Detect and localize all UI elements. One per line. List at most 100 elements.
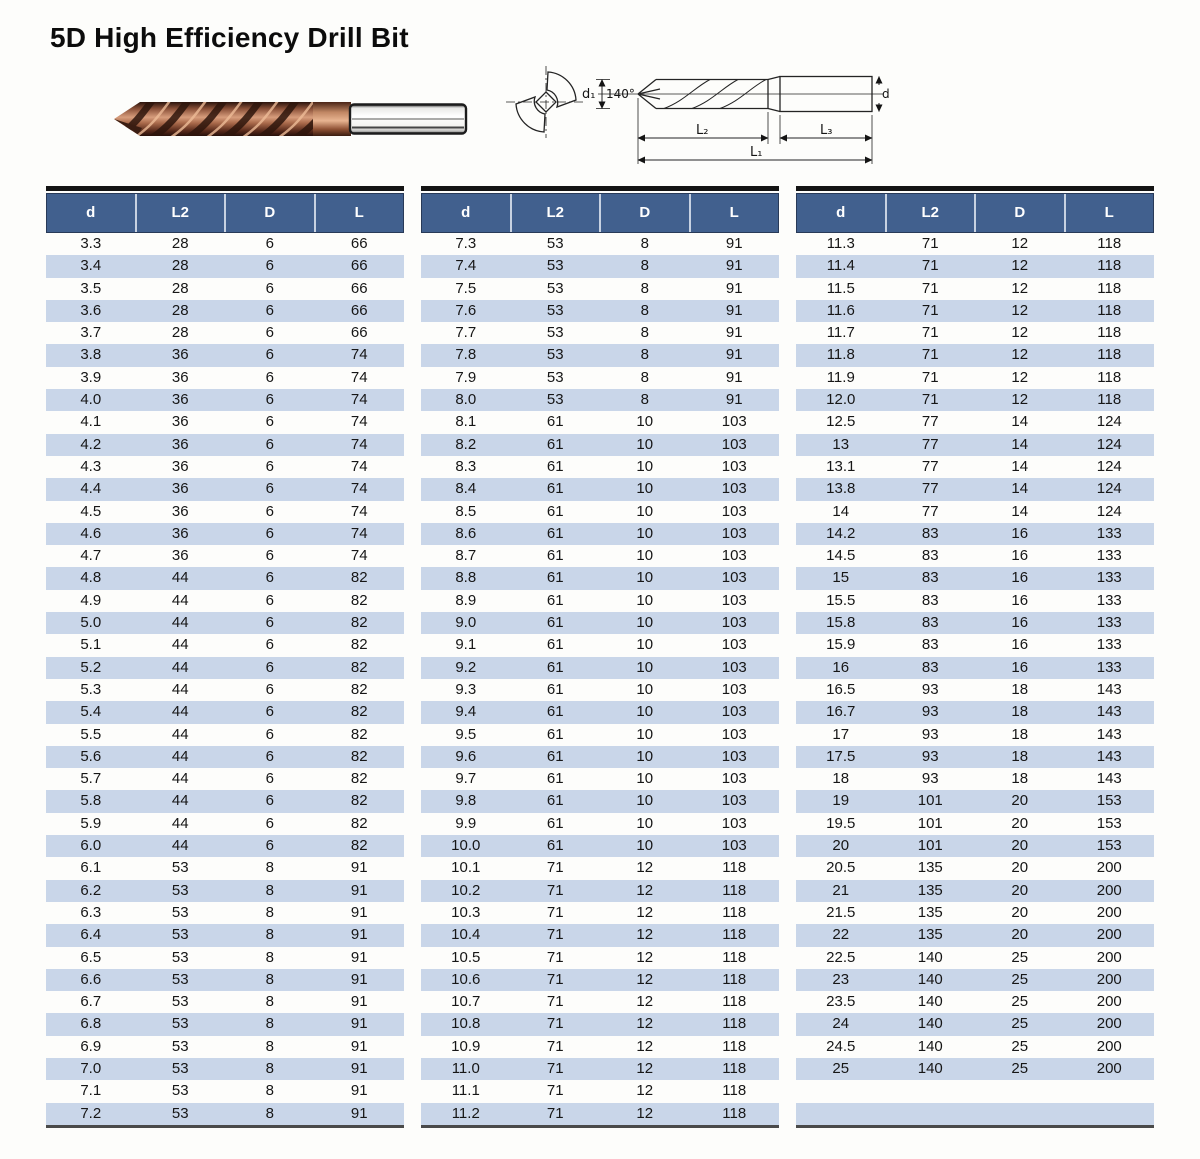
table-cell: 61 [546,814,564,832]
table-cell: 10.6 [451,970,481,988]
table-cell: 11.7 [826,324,855,342]
table-cell: 22.5 [826,948,856,966]
table-cell: 53 [171,1082,189,1100]
table-cell: 91 [350,1104,368,1122]
table-cell: 16 [832,658,850,676]
table-cell: 8 [265,1104,274,1122]
table-cell: 118 [722,881,747,899]
table-cell: 135 [917,926,943,944]
table-cell: 12 [636,1015,654,1033]
table-cell: 74 [350,502,368,520]
table-cell: 5.5 [80,725,102,743]
table-cell: 61 [546,614,564,632]
table-cell: 91 [725,301,743,319]
column-header: L [729,204,739,221]
table-row: 7.1 53 8 91 [46,1080,404,1102]
table-cell: 140 [917,970,943,988]
table-cell: 200 [1096,926,1122,944]
table-cell: 91 [350,948,368,966]
table-row: 9.4 61 10 103 [421,701,779,724]
table-cell: 6 [265,301,274,319]
column-header: L2 [137,194,226,232]
table-row [796,1080,1154,1102]
column-header: D [226,194,316,232]
table-row: 13.8 77 14 124 [796,478,1154,501]
table-cell: 118 [1097,279,1122,297]
table-cell: 91 [350,881,368,899]
table-cell: 36 [171,435,189,453]
table-cell [975,1080,1065,1102]
table-cell: 8 [265,1015,274,1033]
table-cell: 6 [265,569,274,587]
dim-label-d2: d₂ [882,87,890,101]
table-row: 16 83 16 133 [796,656,1154,679]
dim-label-l3: L₃ [820,123,832,138]
table-cell: 22 [832,926,850,944]
table-cell: 12 [636,970,654,988]
spec-table-3: d L2 D L 11.3 71 12 118 11.4 71 12 118 11.5 71 12 118 1… [796,186,1154,1128]
table-cell: 18 [1011,680,1029,698]
table-cell: 44 [171,814,189,832]
spec-tables: d L2 D L 3.3 28 6 66 3.4 28 6 66 3.5 28 6 66 3.6 28 6 66 3.… [46,186,1154,1128]
table-cell: 25 [1011,1059,1029,1077]
table-cell: 66 [350,279,368,297]
table-cell: 71 [546,859,564,877]
table-cell: 12 [1011,368,1029,386]
table-cell: 6 [265,257,274,275]
table-cell: 4.6 [80,524,102,542]
table-cell: 9.5 [455,725,477,743]
table-row: 24.5 140 25 200 [796,1036,1154,1058]
table-cell: 25 [832,1059,850,1077]
table-cell: 61 [546,502,564,520]
table-body: 7.3 53 8 91 7.4 53 8 91 7.5 53 8 91 7.6 53 8 91 7.7 53 8 91… [421,233,779,1125]
table-cell: 91 [725,368,743,386]
table-cell: 12 [636,859,654,877]
table-cell: 118 [722,926,747,944]
table-row: 8.2 61 10 103 [421,433,779,456]
table-cell: 44 [171,636,189,654]
table-row: 6.5 53 8 91 [46,947,404,969]
table-cell: 8 [640,391,649,409]
table-cell: 82 [350,680,368,698]
table-cell: 12 [636,1104,654,1122]
table-cell: 7.0 [80,1059,102,1077]
table-row: 5.4 44 6 82 [46,701,404,724]
table-cell: 53 [171,903,189,921]
table-cell: 8 [265,1037,274,1055]
table-cell: 10 [636,569,654,587]
table-cell: 44 [171,747,189,765]
dim-label-l2: L₂ [696,123,708,138]
table-cell: 11.9 [826,368,855,386]
table-cell: 83 [921,658,939,676]
table-cell: 8 [265,1059,274,1077]
table-body: 3.3 28 6 66 3.4 28 6 66 3.5 28 6 66 3.6 28 6 66 3.7 28 6 66… [46,233,404,1125]
table-row: 4.8 44 6 82 [46,567,404,590]
table-cell: 6 [265,837,274,855]
table-cell: 103 [721,747,747,765]
table-cell: 91 [725,257,743,275]
table-cell: 103 [721,614,747,632]
table-cell: 13.1 [826,457,856,475]
table-cell: 10.9 [451,1037,481,1055]
table-row: 9.5 61 10 103 [421,724,779,746]
table-cell: 61 [546,591,564,609]
table-row: 6.4 53 8 91 [46,924,404,947]
table-row [796,1102,1154,1125]
table-row: 5.7 44 6 82 [46,768,404,790]
table-cell: 9.4 [455,703,477,721]
table-cell: 91 [725,391,743,409]
table-row: 23.5 140 25 200 [796,991,1154,1013]
table-cell: 6 [265,792,274,810]
table-row: 20 101 20 153 [796,835,1154,858]
table-cell: 124 [1096,457,1122,475]
table-cell: 16 [1011,569,1029,587]
table-cell: 12 [1011,391,1029,409]
table-cell: 103 [721,837,747,855]
table-row: 10.2 71 12 118 [421,879,779,902]
table-cell: 6 [265,413,274,431]
table-cell: 8.5 [455,502,477,520]
table-cell: 6.9 [80,1037,102,1055]
table-row: 5.3 44 6 82 [46,679,404,701]
table-cell: 91 [725,324,743,342]
table-cell: 44 [171,725,189,743]
